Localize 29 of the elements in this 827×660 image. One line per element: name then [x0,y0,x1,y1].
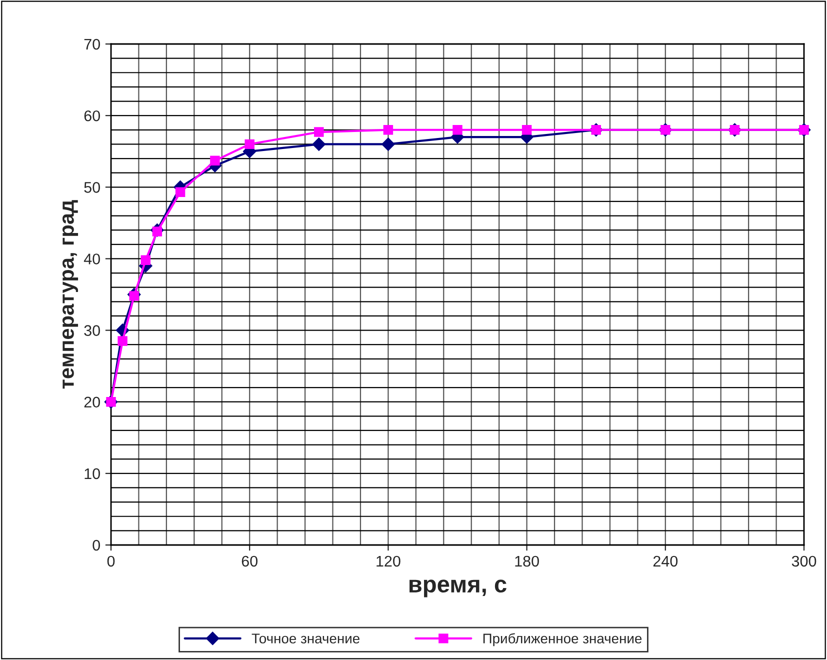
point [522,125,532,135]
y-axis-title: температура, град [62,200,78,389]
x-tick-label: 180 [515,556,539,567]
point [312,138,326,151]
point [383,125,394,135]
y-tick-label: 30 [84,325,100,336]
y-tick-label: 10 [84,468,100,480]
y-tick-label: 70 [84,38,100,50]
point [382,138,395,151]
point [452,125,462,135]
point [244,139,254,150]
y-tick-label: 20 [84,396,100,408]
legend-label: Приближенное значение [483,633,642,646]
point [175,187,186,198]
x-tick-label: 0 [107,556,115,567]
point [140,255,151,266]
x-tick-label: 240 [653,556,678,567]
y-tick-label: 40 [84,254,100,264]
point [118,336,128,346]
x-tick-label: 60 [242,556,258,567]
point [314,127,324,137]
x-axis-title: время, с [410,580,506,598]
x-tick-label: 120 [376,556,400,567]
point [210,156,220,166]
y-tick-label: 50 [84,182,100,193]
y-tick-label: 60 [84,110,100,122]
x-tick-label: 300 [792,556,816,567]
y-tick-label: 0 [92,540,100,551]
legend-label: Точное значение [252,634,360,644]
